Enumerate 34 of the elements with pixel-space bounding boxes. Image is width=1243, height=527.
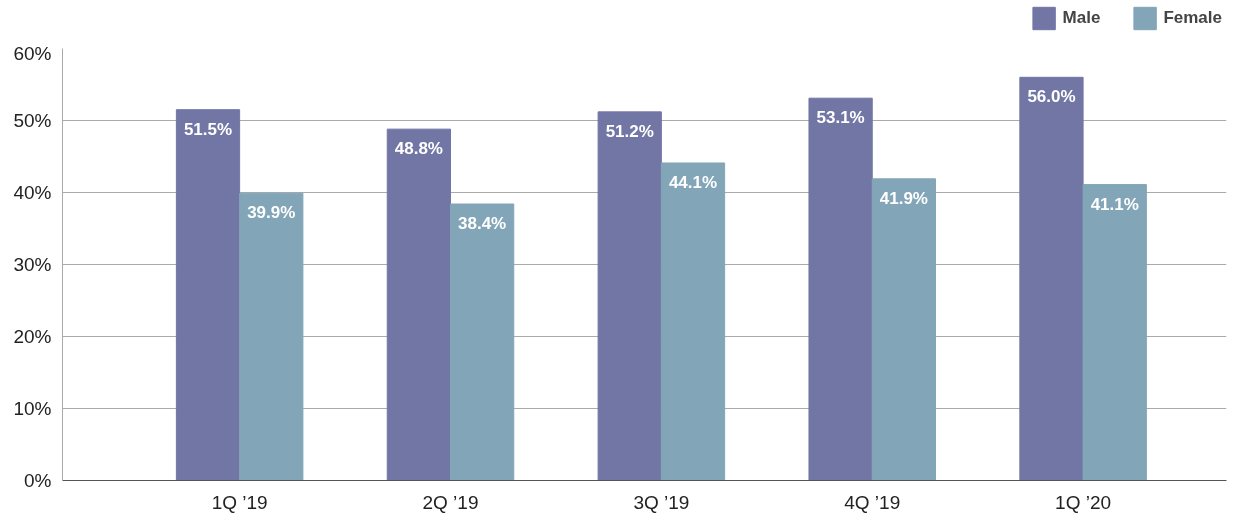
y-tick-label: 40%: [13, 182, 52, 203]
data-label: 53.1%: [816, 108, 865, 128]
x-tick-label: 1Q ’19: [211, 491, 268, 513]
data-label: 41.1%: [1090, 194, 1139, 214]
legend-label: Male: [1062, 8, 1101, 28]
y-tick-label: 20%: [13, 326, 52, 347]
bar: [597, 111, 662, 481]
legend-label: Female: [1163, 8, 1222, 28]
y-tick-label: 0%: [24, 470, 52, 491]
x-tick-label: 3Q ’19: [633, 491, 690, 513]
data-label: 56.0%: [1027, 87, 1076, 107]
y-tick-label: 50%: [13, 110, 52, 131]
y-tick-label: 60%: [13, 42, 52, 64]
data-label: 39.9%: [247, 203, 296, 223]
y-tick-label: 10%: [13, 398, 52, 419]
data-label: 48.8%: [394, 139, 443, 159]
bar: [239, 192, 304, 481]
bar: [175, 109, 241, 481]
data-label: 38.4%: [458, 214, 507, 234]
bar: [450, 203, 515, 481]
x-tick-label: 1Q ’20: [1055, 491, 1112, 513]
data-label: 44.1%: [668, 172, 718, 192]
data-label: 51.2%: [605, 121, 654, 141]
x-tick-label: 4Q ’19: [844, 491, 901, 513]
x-tick-label: 2Q ’19: [422, 491, 479, 513]
bar: [660, 162, 726, 481]
bar: [808, 97, 873, 481]
y-tick-label: 30%: [13, 254, 52, 275]
data-label: 51.5%: [183, 119, 233, 139]
bar: [1019, 76, 1084, 481]
bar: [871, 178, 936, 481]
bar: [386, 128, 451, 481]
bar: [1082, 184, 1147, 481]
data-label: 41.9%: [879, 188, 928, 208]
